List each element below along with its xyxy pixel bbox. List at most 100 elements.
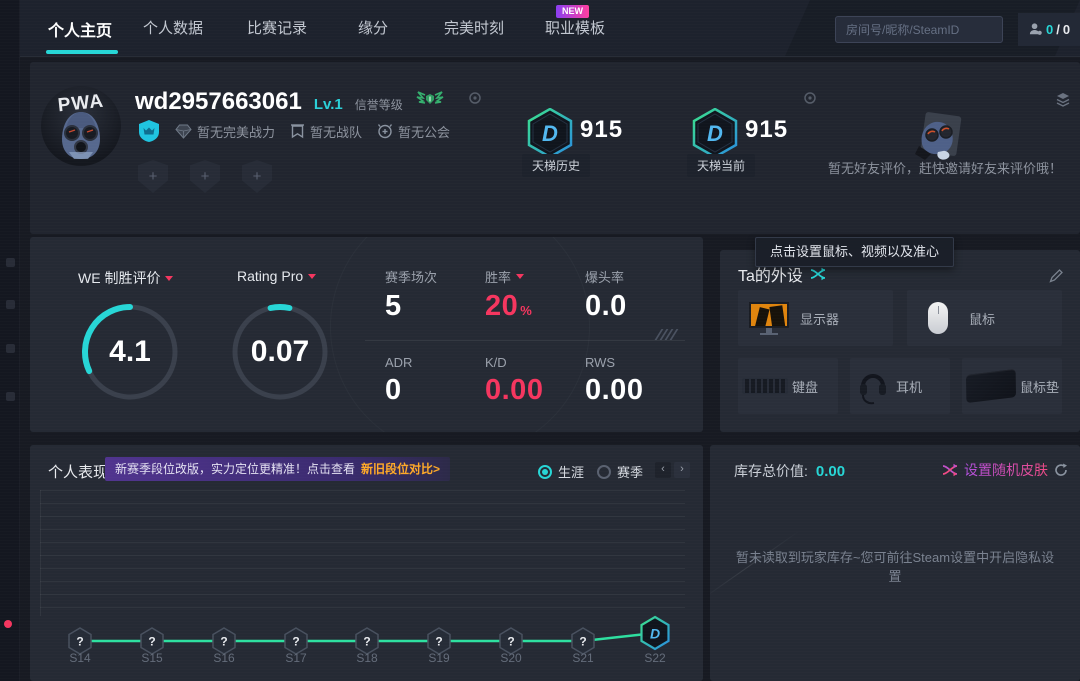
peripherals-title: Ta的外设 xyxy=(738,262,826,286)
no-perfect-power[interactable]: 暂无完美战力 xyxy=(175,122,275,141)
chart-gridlines xyxy=(40,490,685,616)
chart-point-s22-current[interactable]: D xyxy=(640,615,670,651)
headset-label: 耳机 xyxy=(896,379,923,395)
peripheral-card-mousepad[interactable]: 鼠标垫 xyxy=(962,358,1062,414)
chart-point-s21[interactable]: ? xyxy=(571,627,595,655)
search-box xyxy=(835,16,1005,43)
chart-point-s16[interactable]: ? xyxy=(212,627,236,655)
gas-mask-avatar-image xyxy=(62,112,100,159)
main-content: PWA wd2957663061 Lv.1 信誉等级 xyxy=(20,57,1080,681)
season-label-s22: S22 xyxy=(644,651,666,665)
svg-text:?: ? xyxy=(363,635,370,649)
inventory-actions: 设置随机皮肤 xyxy=(942,460,1068,480)
rating-pro-gauge: 0.07 xyxy=(225,297,335,407)
gauge2-arc xyxy=(232,304,328,400)
search-input[interactable] xyxy=(836,22,1005,37)
season-label-s20: S20 xyxy=(500,651,522,665)
tab-fate[interactable]: 缘分 xyxy=(358,20,389,37)
chart-point-s15[interactable]: ? xyxy=(140,627,164,655)
divider xyxy=(365,340,685,341)
shuffle-icon[interactable] xyxy=(942,463,958,477)
inventory-panel: 库存总价值: 0.00 设置随机皮肤 暂未读取到玩家库存~您可前往Steam设置… xyxy=(710,445,1080,681)
friend-review-empty-text: 暂无好友评价，赶快邀请好友来评价哦！ xyxy=(827,161,1062,176)
season-label-s15: S15 xyxy=(141,651,163,665)
gauge2-label: Rating Pro xyxy=(237,268,304,284)
stats-panel: WE 制胜评价 4.1 Rating Pro 0.07 赛季场次 5 xyxy=(30,237,703,432)
radio-career[interactable]: 生涯 xyxy=(538,462,584,481)
peripheral-card-headset[interactable]: 耳机 xyxy=(850,358,950,414)
empty-badge-slot[interactable]: + xyxy=(190,160,220,193)
tab-match-records[interactable]: 比赛记录 xyxy=(247,20,308,37)
we-rating-gauge: 4.1 xyxy=(75,297,185,407)
tab-perfect-moments[interactable]: 完美时刻 xyxy=(444,20,505,37)
slash-decoration xyxy=(654,329,679,340)
peripheral-card-monitor[interactable]: 显示器 xyxy=(738,290,893,346)
no-guild[interactable]: 暂无公会 xyxy=(377,122,450,141)
rank-compare-link[interactable]: 新旧段位对比> xyxy=(361,462,441,476)
name-row: wd2957663061 Lv.1 信誉等级 xyxy=(135,88,445,116)
empty-badge-slots: + + + xyxy=(138,160,272,193)
edit-pencil-icon[interactable] xyxy=(1049,268,1064,283)
shield-badge-icon[interactable] xyxy=(138,119,160,143)
friends-counter[interactable]: 0/0 xyxy=(1018,13,1080,46)
strip-glyph xyxy=(6,344,15,353)
credit-label: 信誉等级 xyxy=(354,98,403,112)
target-decoration-icon xyxy=(804,92,816,104)
svg-text:D: D xyxy=(650,626,660,642)
mouse-image xyxy=(907,302,969,334)
avatar[interactable]: PWA xyxy=(41,86,121,166)
no-team-label: 暂无战队 xyxy=(310,124,363,140)
season-rank-chart: ? ? ? ? ? ? ? ? D xyxy=(68,615,670,655)
inventory-total-row: 库存总价值: 0.00 xyxy=(734,461,845,481)
chart-point-s20[interactable]: ? xyxy=(499,627,523,655)
friends-divider: / xyxy=(1056,22,1060,37)
tab-pro-templates[interactable]: 职业模板 xyxy=(545,20,606,37)
empty-badge-slot[interactable]: + xyxy=(138,160,168,193)
no-team[interactable]: 暂无战队 xyxy=(290,122,362,141)
pager-prev-button[interactable]: ‹ xyxy=(655,462,671,478)
tab-personal-data[interactable]: 个人数据 xyxy=(143,20,204,37)
profile-badges-row: 暂无完美战力 暂无战队 暂无公会 xyxy=(138,119,450,143)
peripheral-card-mouse[interactable]: 鼠标 xyxy=(907,290,1062,346)
chart-point-s14[interactable]: ? xyxy=(68,627,92,655)
strip-glyph xyxy=(6,258,15,267)
peripherals-panel: 点击设置鼠标、视频以及准心 Ta的外设 显示器 鼠标 键盘 xyxy=(720,237,1080,432)
plus-sign: + xyxy=(148,168,158,185)
ladder-current-points: 915 xyxy=(745,116,789,143)
no-perfect-power-label: 暂无完美战力 xyxy=(197,124,276,140)
empty-badge-slot[interactable]: + xyxy=(242,160,272,193)
plus-sign: + xyxy=(200,168,210,185)
winrate-dropdown-arrow[interactable] xyxy=(516,274,525,279)
layers-icon[interactable] xyxy=(1055,92,1071,107)
friends-online-count: 0 xyxy=(1045,22,1054,37)
chart-point-s19[interactable]: ? xyxy=(427,627,451,655)
stat-adr: ADR 0 xyxy=(385,355,413,406)
svg-text:?: ? xyxy=(148,635,155,649)
radio-season[interactable]: 赛季 xyxy=(597,462,643,481)
stat-rws: RWS 0.00 xyxy=(585,355,644,406)
ladder-history-points: 915 xyxy=(580,116,624,143)
mousepad-image xyxy=(962,368,1020,404)
gauge1-dropdown-arrow[interactable] xyxy=(165,275,174,281)
radio-career-dot[interactable] xyxy=(538,464,552,479)
set-random-skin-link[interactable]: 设置随机皮肤 xyxy=(964,462,1048,478)
tab-home[interactable]: 个人主页 xyxy=(48,23,113,40)
ladder-history: D 915 xyxy=(527,108,623,158)
season-banner[interactable]: 新赛季段位改版，实力定位更精准！点击查看 新旧段位对比> xyxy=(105,457,451,481)
svg-text:?: ? xyxy=(76,635,83,649)
ladder-current-label: 天梯当前 xyxy=(687,154,756,177)
performance-panel: 个人表现 新赛季段位改版，实力定位更精准！点击查看 新旧段位对比> 生涯 赛季 ‹… xyxy=(30,445,703,681)
refresh-icon[interactable] xyxy=(1054,463,1068,477)
svg-text:?: ? xyxy=(292,635,299,649)
gauge2-dropdown-arrow[interactable] xyxy=(308,273,317,279)
inventory-total-label: 库存总价值: xyxy=(734,463,808,479)
peripheral-card-keyboard[interactable]: 键盘 xyxy=(738,358,838,414)
radio-season-label: 赛季 xyxy=(617,465,644,480)
pager-next-button[interactable]: › xyxy=(674,462,690,478)
shuffle-icon[interactable] xyxy=(810,267,826,281)
radio-season-dot[interactable] xyxy=(597,464,611,479)
target-decoration-icon xyxy=(469,92,481,104)
chart-point-s18[interactable]: ? xyxy=(355,627,379,655)
season-label-s14: S14 xyxy=(69,651,91,665)
chart-point-s17[interactable]: ? xyxy=(284,627,308,655)
